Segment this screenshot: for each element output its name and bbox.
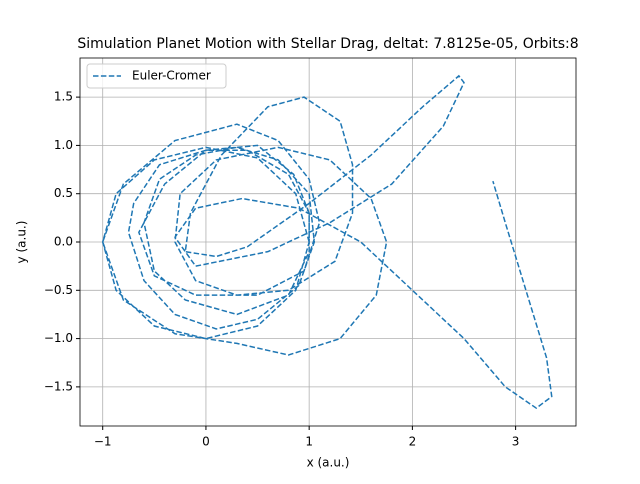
legend-label: Euler-Cromer xyxy=(132,69,211,83)
x-tick-label: 2 xyxy=(409,435,417,449)
x-axis-label: x (a.u.) xyxy=(307,456,350,470)
x-tick-label: 0 xyxy=(202,435,210,449)
y-tick-label: −0.5 xyxy=(44,283,73,297)
x-tick-label: 3 xyxy=(512,435,520,449)
x-tick-label: −1 xyxy=(94,435,112,449)
y-tick-label: −1.5 xyxy=(44,379,73,393)
axes-frame xyxy=(79,57,577,427)
y-tick-label: 0.0 xyxy=(54,235,73,249)
y-tick-label: 1.5 xyxy=(54,90,73,104)
y-axis-label: y (a.u.) xyxy=(15,221,29,264)
data-line xyxy=(101,74,553,410)
legend-box xyxy=(86,63,227,89)
y-tick-label: −1.0 xyxy=(44,331,73,345)
y-tick-label: 1.0 xyxy=(54,138,73,152)
chart-title: Simulation Planet Motion with Stellar Dr… xyxy=(77,36,578,52)
y-tick-label: 0.5 xyxy=(54,186,73,200)
x-tick-label: 1 xyxy=(305,435,313,449)
